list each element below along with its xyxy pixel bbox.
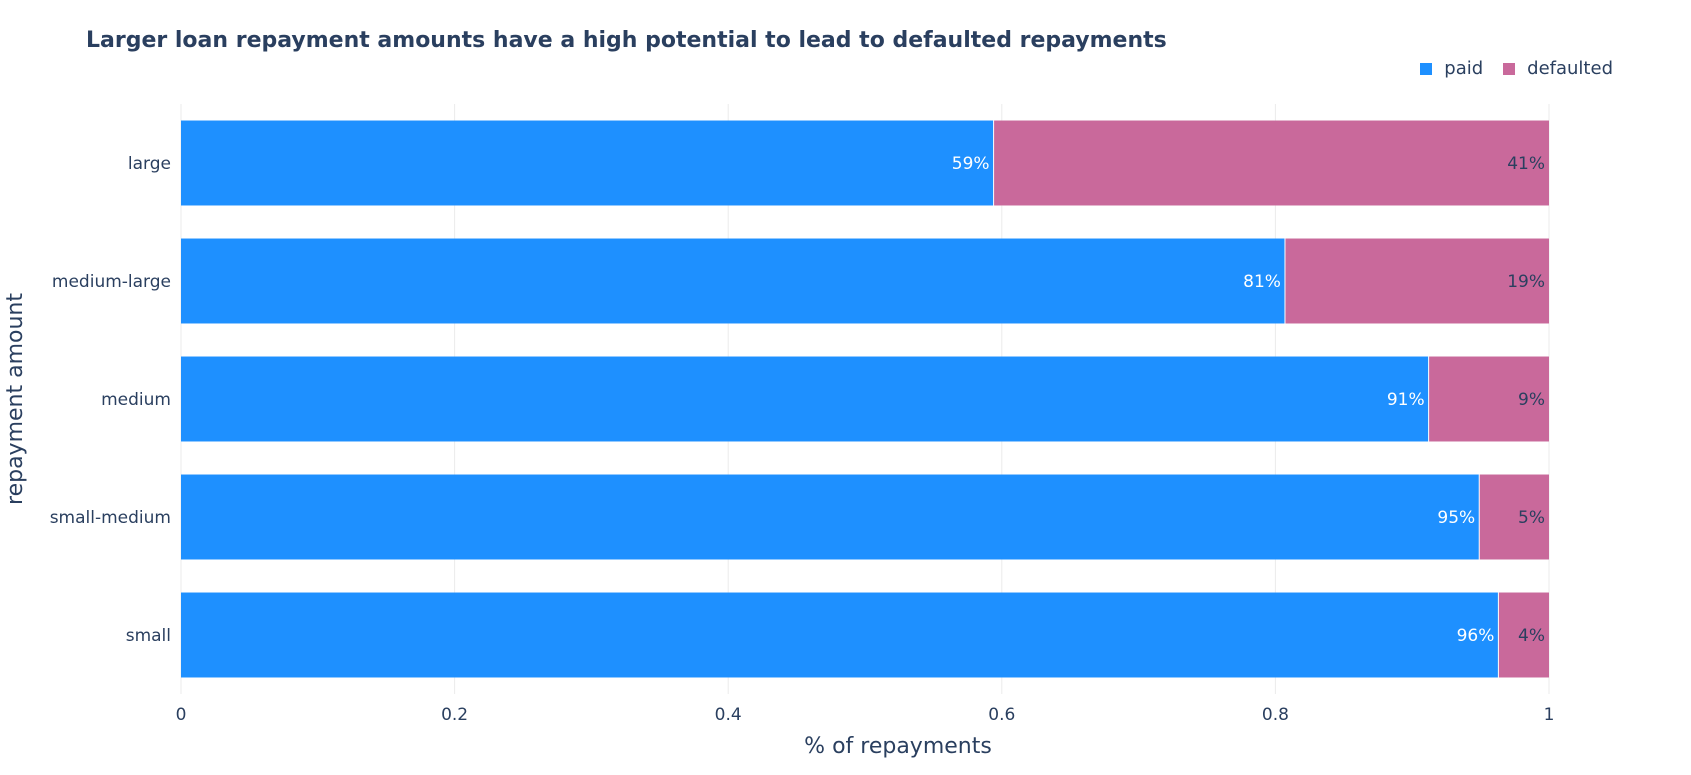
legend-item-defaulted[interactable]: defaulted [1503, 58, 1613, 79]
data-label-paid-medium-large: 81% [1243, 272, 1281, 292]
legend-item-paid[interactable]: paid [1420, 58, 1483, 79]
data-label-defaulted-large: 41% [1507, 154, 1545, 174]
x-tick-label: 0.8 [1262, 705, 1289, 725]
bar-defaulted-medium-large[interactable] [1284, 238, 1549, 324]
x-axis-label: % of repayments [804, 734, 992, 759]
bar-defaulted-medium[interactable] [1428, 356, 1549, 442]
y-tick-label: large [128, 154, 171, 174]
y-tick-label: small [126, 626, 171, 646]
y-tick-label: small-medium [50, 508, 171, 528]
x-tick-label: 0.2 [441, 705, 468, 725]
data-label-defaulted-medium-large: 19% [1507, 272, 1545, 292]
axis-ticks: 0 0.2 0.4 0.6 0.8 1 small small-medium medium med… [50, 154, 1555, 725]
data-label-defaulted-medium: 9% [1518, 390, 1545, 410]
bar-paid-medium[interactable] [181, 356, 1429, 442]
bar-defaulted-small-medium[interactable] [1479, 474, 1549, 560]
y-tick-label: medium [101, 390, 171, 410]
legend-label-defaulted: defaulted [1527, 58, 1613, 79]
bar-paid-medium-large[interactable] [181, 238, 1285, 324]
bars: 96% 4% 95% 5% 91% 9% 81% 19% 59% 41% [181, 120, 1549, 678]
data-label-paid-large: 59% [952, 154, 990, 174]
bar-paid-large[interactable] [181, 120, 994, 206]
x-tick-label: 0.6 [988, 705, 1015, 725]
x-tick-label: 0.4 [715, 705, 742, 725]
bar-paid-small-medium[interactable] [181, 474, 1480, 560]
legend-swatch-defaulted [1503, 62, 1516, 75]
bar-paid-small[interactable] [181, 592, 1499, 678]
data-label-defaulted-small-medium: 5% [1518, 508, 1545, 528]
legend: paid defaulted [1400, 58, 1613, 79]
bar-defaulted-small[interactable] [1498, 592, 1549, 678]
bar-defaulted-large[interactable] [993, 120, 1549, 206]
data-label-paid-small-medium: 95% [1437, 508, 1475, 528]
chart-title: Larger loan repayment amounts have a hig… [86, 28, 1167, 53]
data-label-paid-small: 96% [1457, 626, 1495, 646]
data-label-defaulted-small: 4% [1518, 626, 1545, 646]
data-label-paid-medium: 91% [1387, 390, 1425, 410]
y-axis-label: repayment amount [3, 293, 28, 505]
x-tick-label: 1 [1544, 705, 1555, 725]
legend-swatch-paid [1420, 62, 1433, 75]
y-tick-label: medium-large [52, 272, 171, 292]
legend-label-paid: paid [1444, 58, 1484, 79]
x-tick-label: 0 [176, 705, 187, 725]
